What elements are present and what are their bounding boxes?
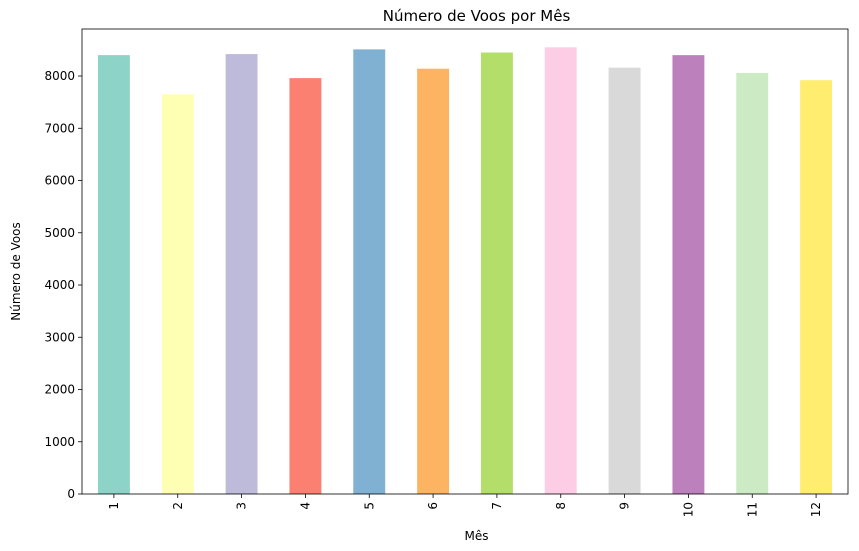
bar-3 xyxy=(225,54,258,495)
x-tick-label: 1 xyxy=(107,502,121,510)
x-tick-label: 11 xyxy=(745,502,759,517)
y-tick-label: 5000 xyxy=(44,226,75,240)
plot-frame xyxy=(81,28,849,495)
x-tick-label: 4 xyxy=(298,502,312,510)
x-tick-label: 3 xyxy=(235,502,249,510)
x-tick-label: 12 xyxy=(809,502,823,517)
x-tick-label: 6 xyxy=(426,502,440,510)
bar-12 xyxy=(800,80,833,495)
bar-4 xyxy=(289,78,322,494)
bar-5 xyxy=(353,49,386,494)
x-tick-label: 9 xyxy=(618,502,632,510)
bar-9 xyxy=(608,67,641,495)
bar-7 xyxy=(480,52,513,495)
x-tick-label: 8 xyxy=(554,502,568,510)
chart-title: Número de Voos por Mês xyxy=(383,7,571,25)
y-tick-label: 4000 xyxy=(44,278,75,292)
y-tick-label: 3000 xyxy=(44,330,75,344)
x-axis-label: Mês xyxy=(465,529,489,543)
y-tick-label: 0 xyxy=(67,487,75,501)
bar-2 xyxy=(161,94,194,494)
x-tick-label: 2 xyxy=(171,502,185,510)
bar-11 xyxy=(736,72,769,495)
bar-6 xyxy=(417,68,450,495)
x-tick-label: 7 xyxy=(490,502,504,510)
y-tick-label: 7000 xyxy=(44,121,75,135)
y-axis-label: Número de Voos xyxy=(9,222,23,321)
bar-1 xyxy=(97,55,130,494)
y-tick-label: 1000 xyxy=(44,435,75,449)
x-tick-label: 5 xyxy=(362,502,376,510)
y-tick-label: 6000 xyxy=(44,174,75,188)
y-tick-label: 8000 xyxy=(44,69,75,83)
x-tick-label: 10 xyxy=(681,502,695,517)
bar-8 xyxy=(544,47,577,494)
y-tick-label: 2000 xyxy=(44,383,75,397)
bar-10 xyxy=(672,55,705,494)
